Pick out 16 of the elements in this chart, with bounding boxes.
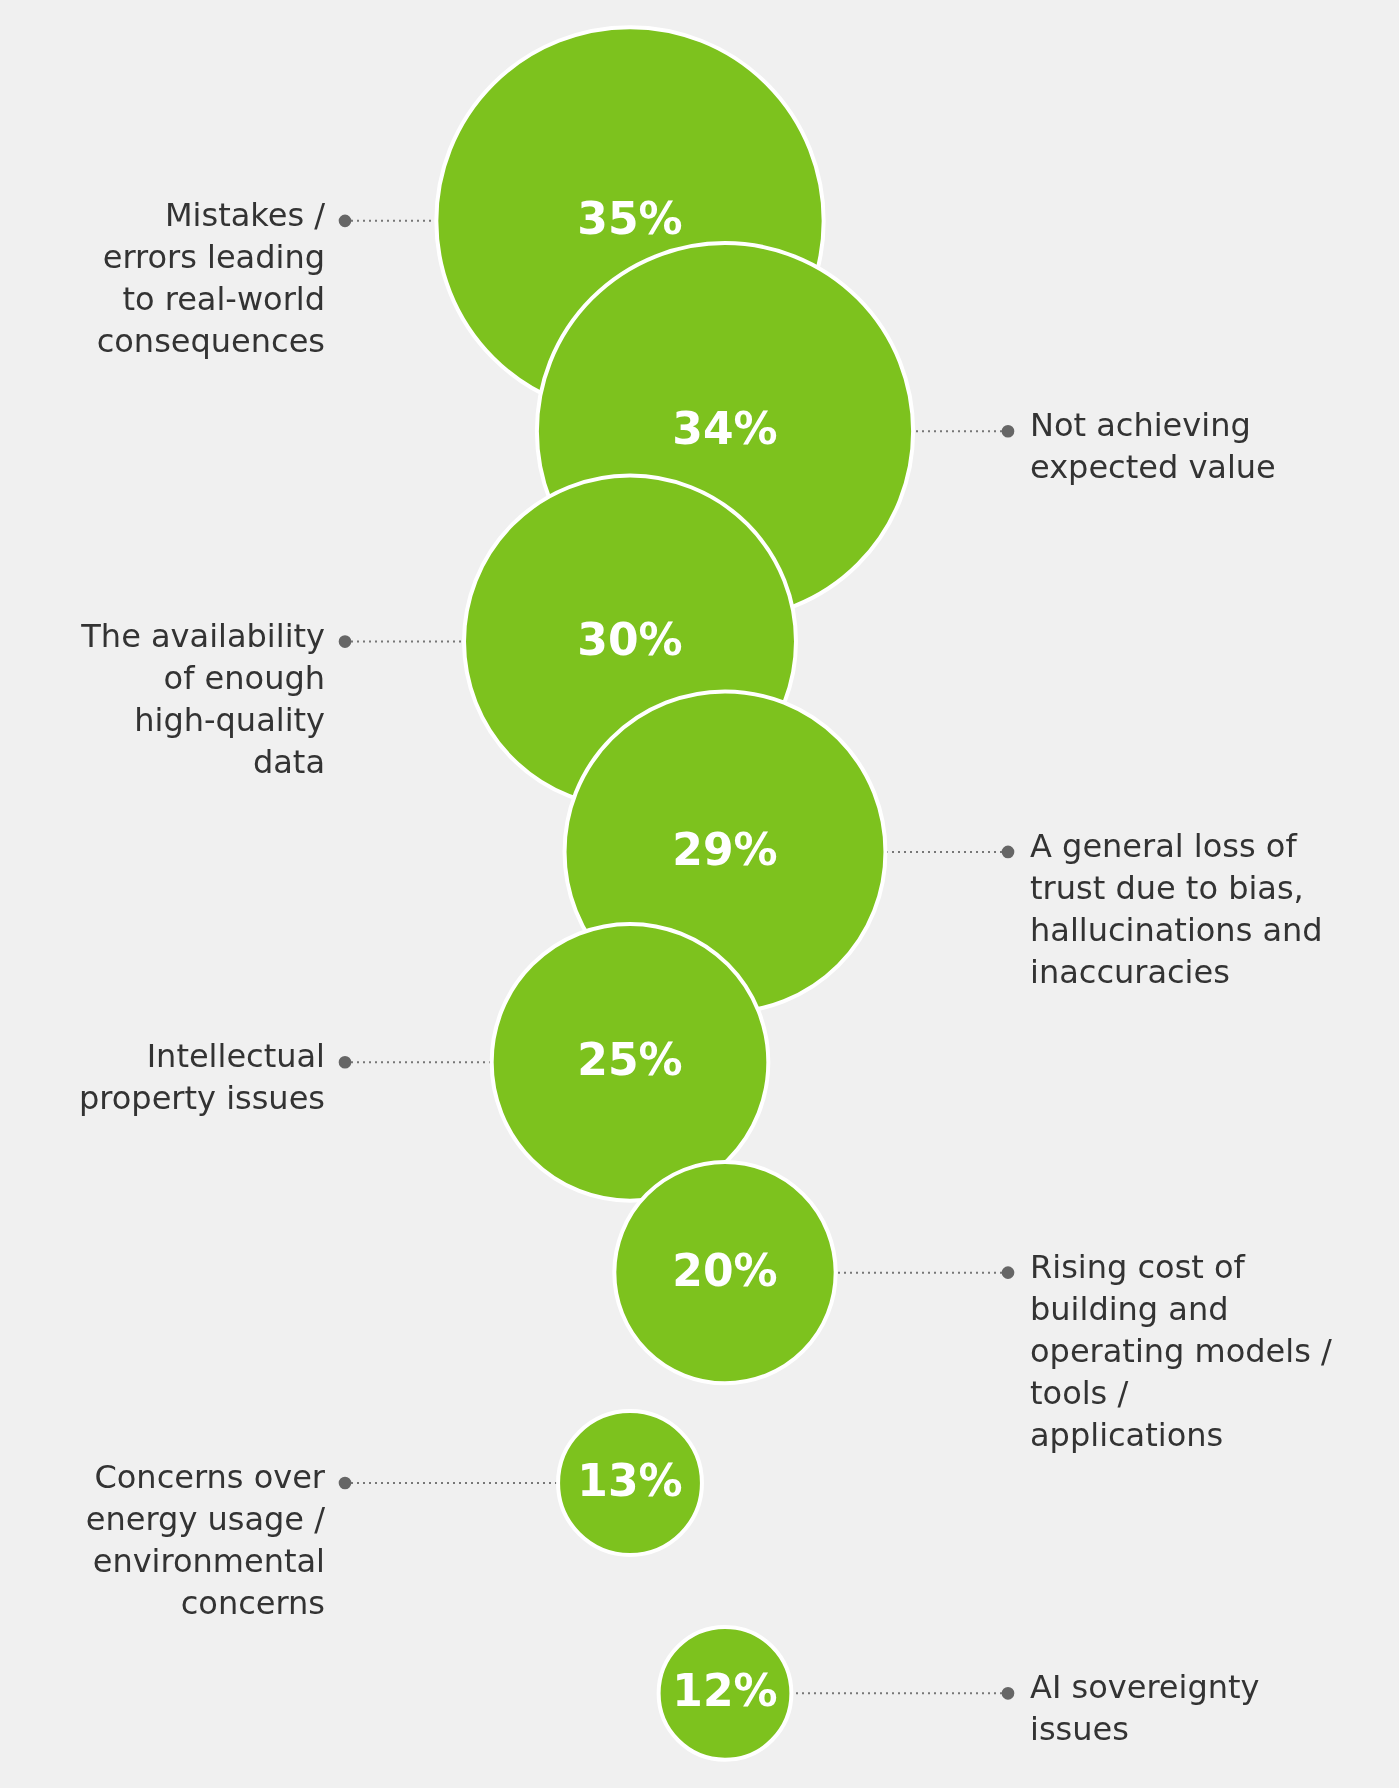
data-label: 35% bbox=[577, 192, 683, 244]
category-label: Concerns over energy usage / environmental concerns bbox=[85, 1457, 326, 1622]
category-label: Mistakes / errors leading to real-world consequences bbox=[96, 195, 326, 360]
data-label: 29% bbox=[672, 823, 778, 875]
data-label: 12% bbox=[672, 1665, 778, 1717]
category-label: Rising cost of building and operating models / tools / applications bbox=[1030, 1247, 1333, 1454]
data-label: 20% bbox=[672, 1244, 778, 1296]
data-label: 25% bbox=[577, 1034, 683, 1086]
category-label: The availability of enough high-quality data bbox=[80, 616, 325, 781]
category-label: Not achieving expected value bbox=[1030, 406, 1276, 487]
data-label: 13% bbox=[577, 1454, 683, 1506]
category-label: A general loss of trust due to bias, hallucinations and inaccuracies bbox=[1030, 826, 1323, 991]
category-label: Intellectual property issues bbox=[78, 1037, 325, 1118]
category-label: AI sovereignty issues bbox=[1030, 1668, 1260, 1749]
data-label: 34% bbox=[672, 403, 778, 455]
data-label: 30% bbox=[577, 613, 683, 665]
